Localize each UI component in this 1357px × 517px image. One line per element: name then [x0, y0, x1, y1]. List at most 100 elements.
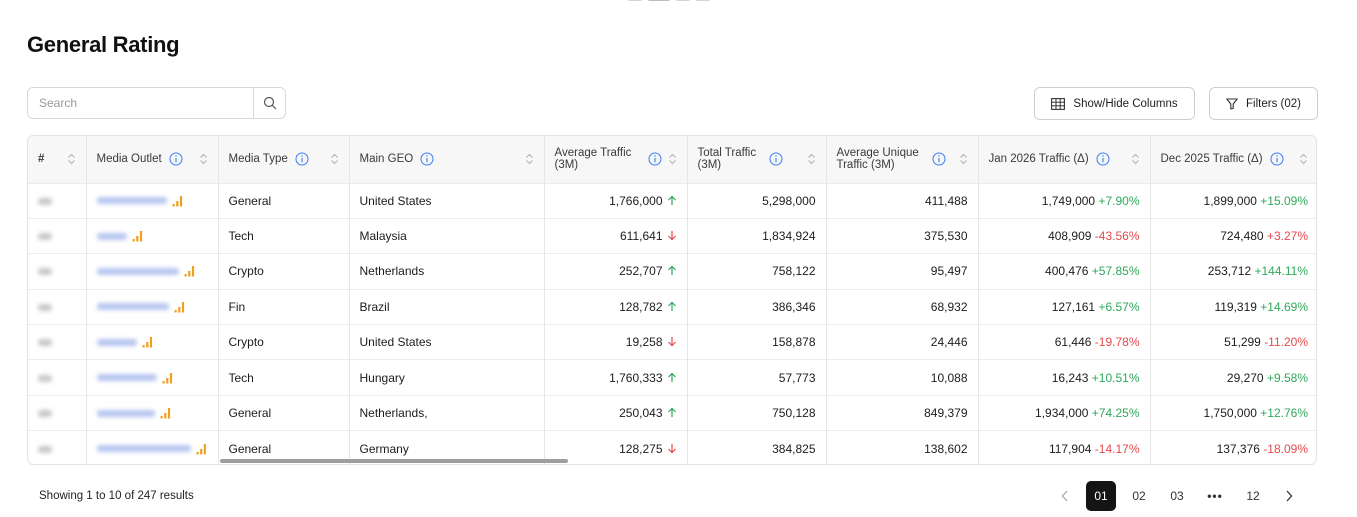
pagination-page-button[interactable]: 02 — [1132, 489, 1146, 503]
info-icon[interactable] — [1096, 152, 1110, 166]
filters-button[interactable]: Filters (02) — [1209, 87, 1318, 120]
column-header-media-outlet[interactable]: Media Outlet — [86, 136, 219, 183]
sort-icon[interactable] — [807, 152, 816, 166]
sort-icon[interactable] — [959, 152, 968, 166]
sort-icon[interactable] — [199, 152, 208, 166]
show-hide-columns-button[interactable]: Show/Hide Columns — [1034, 87, 1195, 120]
column-header-rank[interactable]: # — [28, 136, 87, 183]
average-traffic-cell: 1,760,333 — [544, 359, 688, 396]
sort-icon[interactable] — [668, 152, 677, 166]
average-traffic-value: 1,766,000 — [609, 193, 663, 208]
media-outlet-cell — [86, 217, 219, 254]
pagination-next-button[interactable] — [1276, 481, 1302, 511]
sort-icon[interactable] — [1131, 152, 1140, 166]
unique-traffic-cell: 10,088 — [826, 359, 979, 396]
media-outlet-link[interactable] — [96, 197, 167, 205]
media-outlet-link[interactable] — [96, 267, 179, 275]
table-row[interactable]: Crypto United States 19,258 158,878 24,446 61… — [28, 324, 1316, 360]
arrow-down-icon — [667, 337, 676, 347]
arrow-down-icon — [667, 231, 676, 241]
jan-traffic-cell: 16,243 +10.51% — [978, 359, 1151, 396]
pagination-page-button[interactable]: 03 — [1170, 489, 1184, 503]
column-header-label: Main GEO — [359, 153, 414, 166]
search-input[interactable] — [28, 88, 253, 118]
pagination-page-button[interactable]: 12 — [1246, 489, 1260, 503]
average-traffic-cell: 611,641 — [544, 217, 688, 254]
carousel-dot[interactable] — [628, 0, 642, 1]
media-outlet-link[interactable] — [96, 303, 169, 311]
column-header-average-unique-traffic[interactable]: Average Unique Traffic (3M) — [826, 136, 979, 183]
info-icon[interactable] — [769, 152, 783, 166]
total-traffic-cell: 758,122 — [687, 253, 827, 290]
rank-cell — [28, 394, 87, 431]
arrow-up-icon — [667, 301, 676, 311]
rank-cell — [28, 253, 87, 290]
dec-traffic-cell: 1,750,000 +12.76% — [1150, 394, 1316, 431]
main-geo-cell: Germany — [349, 430, 545, 464]
media-outlet-link[interactable] — [96, 409, 155, 417]
table-row[interactable]: General United States 1,766,000 5,298,000 41… — [28, 182, 1316, 219]
dec-traffic-cell: 253,712 +144.11% — [1150, 253, 1316, 290]
filter-icon — [1226, 97, 1238, 110]
column-header-label: Media Outlet — [96, 153, 162, 166]
column-header-main-geo[interactable]: Main GEO — [349, 136, 545, 183]
column-header-dec-traffic[interactable]: Dec 2025 Traffic (Δ) — [1150, 136, 1316, 183]
pagination-page-button[interactable]: 01 — [1086, 481, 1116, 511]
info-icon[interactable] — [420, 152, 434, 166]
info-icon[interactable] — [295, 152, 309, 166]
media-outlet-link[interactable] — [96, 445, 191, 453]
jan-traffic-cell: 400,476 +57.85% — [978, 253, 1151, 290]
media-outlet-link[interactable] — [96, 374, 157, 382]
page-title: General Rating — [27, 32, 180, 57]
horizontal-scrollbar[interactable] — [220, 459, 568, 463]
table-row[interactable]: General Netherlands, 250,043 750,128 849,379… — [28, 394, 1316, 431]
carousel-dot[interactable] — [696, 0, 710, 1]
info-icon[interactable] — [648, 152, 662, 166]
table-row[interactable]: Fin Brazil 128,782 386,346 68,932 127,161 +6.… — [28, 288, 1316, 325]
rank-cell — [28, 217, 87, 254]
rank-redacted — [38, 339, 52, 347]
column-header-total-traffic[interactable]: Total Traffic (3M) — [687, 136, 827, 183]
jan-traffic-cell: 1,749,000 +7.90% — [978, 182, 1151, 219]
column-header-jan-traffic[interactable]: Jan 2026 Traffic (Δ) — [978, 136, 1151, 183]
signal-strength-icon — [142, 337, 152, 348]
table-row[interactable]: Tech Hungary 1,760,333 57,773 10,088 16,243 +… — [28, 359, 1316, 396]
media-outlet-link[interactable] — [96, 232, 127, 240]
arrow-up-icon — [667, 266, 676, 276]
media-outlet-cell — [86, 288, 219, 325]
table-columns-icon — [1051, 97, 1066, 110]
dec-traffic-delta: -18.09% — [1263, 441, 1308, 456]
column-header-average-traffic[interactable]: Average Traffic (3M) — [544, 136, 688, 183]
column-header-media-type[interactable]: Media Type — [218, 136, 350, 183]
column-header-label: Total Traffic (3M) — [697, 147, 757, 172]
jan-traffic-value: 408,909 — [1048, 229, 1092, 244]
carousel-dot[interactable] — [676, 0, 690, 1]
signal-strength-icon — [162, 372, 172, 384]
info-icon[interactable] — [169, 152, 183, 166]
table-row[interactable]: General Germany 128,275 384,825 138,602 117,9… — [28, 430, 1316, 464]
carousel-dot-active[interactable] — [648, 0, 670, 1]
pagination-prev-button[interactable] — [1052, 481, 1078, 511]
dec-traffic-value: 51,299 — [1224, 335, 1261, 350]
info-icon[interactable] — [1270, 152, 1284, 166]
table-row[interactable]: Crypto Netherlands 252,707 758,122 95,497 400… — [28, 253, 1316, 290]
table-row[interactable]: Tech Malaysia 611,641 1,834,924 375,530 408,9… — [28, 217, 1316, 254]
jan-traffic-delta: +6.57% — [1098, 299, 1140, 314]
jan-traffic-value: 127,161 — [1051, 299, 1096, 314]
sort-icon[interactable] — [525, 152, 534, 166]
filters-label: Filters (02) — [1246, 97, 1301, 110]
media-type-cell: General — [218, 430, 350, 464]
sort-icon[interactable] — [67, 152, 76, 166]
media-outlet-link[interactable] — [96, 338, 137, 346]
media-type-cell: Crypto — [218, 324, 350, 360]
sort-icon[interactable] — [1299, 152, 1308, 166]
jan-traffic-delta: -43.56% — [1094, 229, 1140, 244]
dec-traffic-cell: 137,376 -18.09% — [1150, 430, 1316, 464]
search-button[interactable] — [253, 88, 285, 118]
dec-traffic-cell: 29,270 +9.58% — [1150, 359, 1316, 396]
info-icon[interactable] — [932, 152, 946, 166]
sort-icon[interactable] — [330, 152, 339, 166]
pagination-ellipsis: ••• — [1207, 489, 1223, 503]
column-header-label: Average Unique Traffic (3M) — [836, 147, 919, 172]
total-traffic-cell: 384,825 — [687, 430, 827, 464]
